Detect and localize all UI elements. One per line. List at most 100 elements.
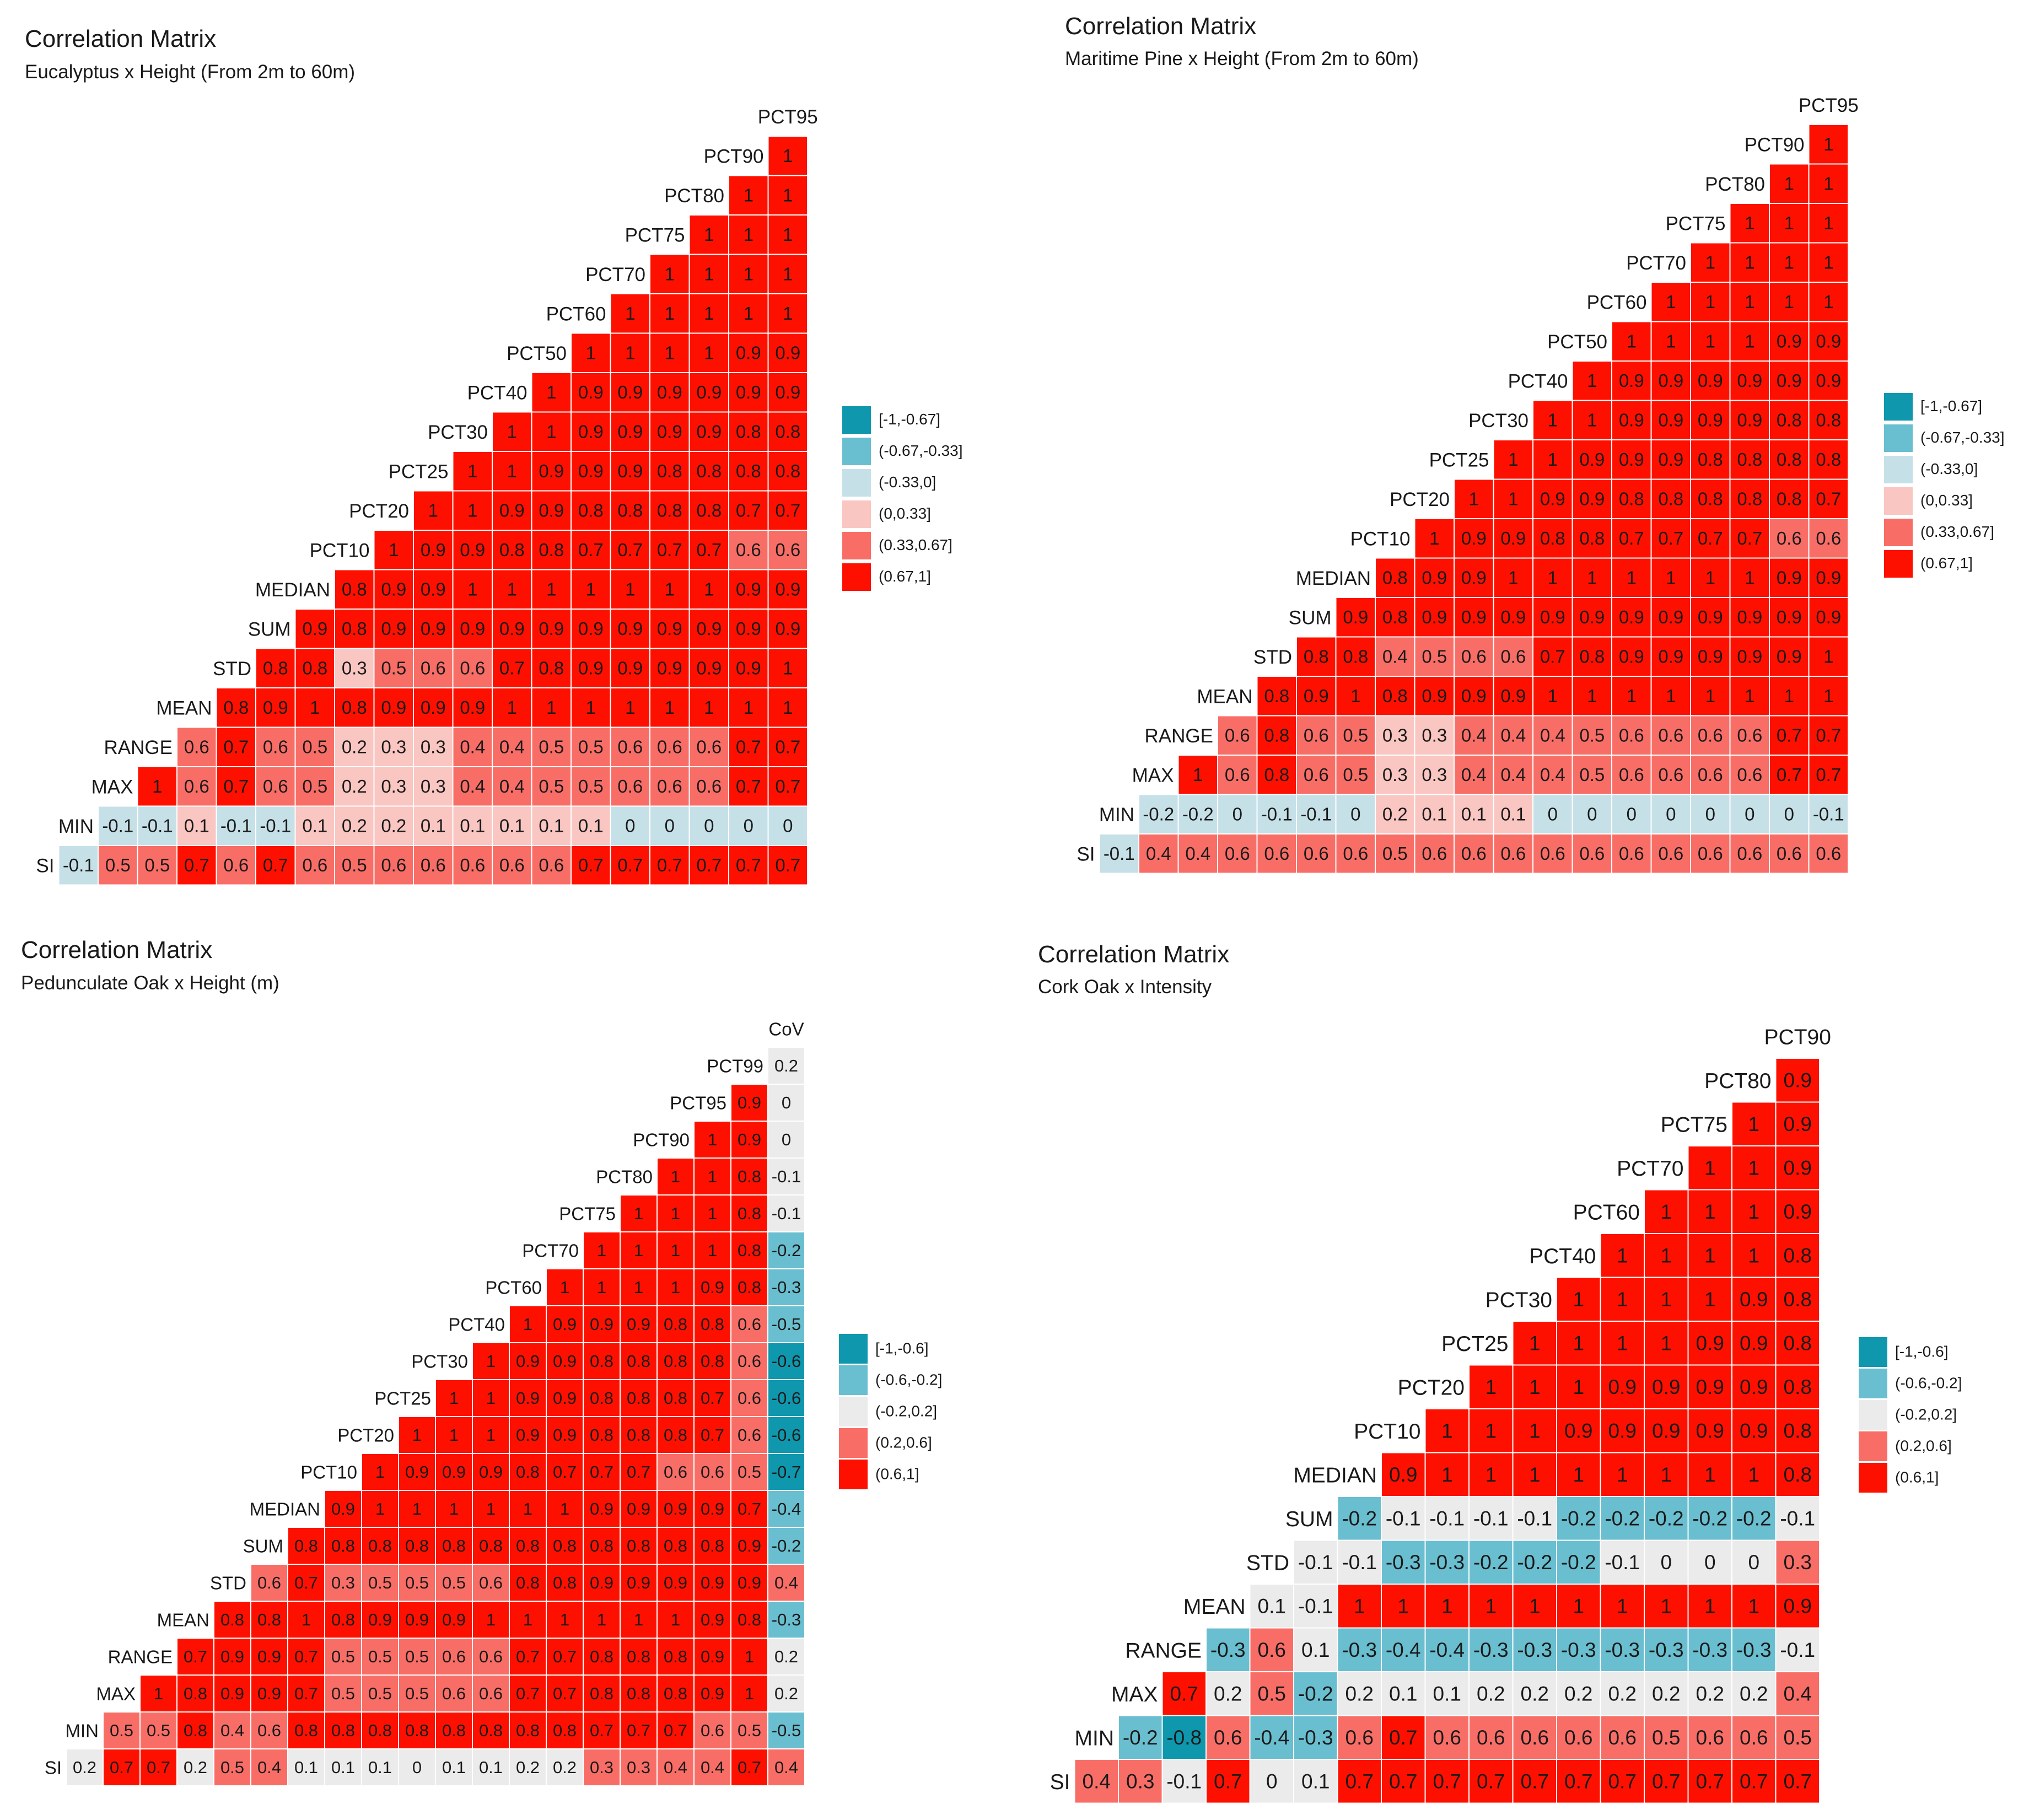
heatmap-cell xyxy=(1644,1759,1689,1804)
cell-value: 0.8 xyxy=(294,1721,318,1740)
cell-value: 0.8 xyxy=(1737,489,1762,509)
heatmap-cell xyxy=(294,687,335,728)
heatmap-cell xyxy=(137,805,177,846)
cell-value: 1 xyxy=(1748,1463,1759,1486)
heatmap-cell xyxy=(250,1711,288,1749)
cell-value: 0.9 xyxy=(664,1499,687,1519)
cell-value: 0.9 xyxy=(405,1610,429,1629)
heatmap-cell xyxy=(1296,676,1337,717)
cell-value: 0.8 xyxy=(664,1684,687,1703)
legend-label: [-1,-0.6] xyxy=(875,1340,928,1357)
heatmap-cell xyxy=(472,1638,510,1676)
heatmap-cell xyxy=(1468,1496,1514,1541)
heatmap-cell xyxy=(1611,833,1652,874)
axis-label: MEAN xyxy=(157,1610,209,1630)
cell-value: 0.9 xyxy=(701,1684,724,1703)
cell-value: 0.9 xyxy=(421,540,446,560)
cell-value: 0.6 xyxy=(223,855,249,875)
axis-label: MEAN xyxy=(156,698,212,719)
cell-value: 0.9 xyxy=(421,618,446,639)
cell-value: 0.2 xyxy=(342,776,367,796)
chart-title: Correlation Matrix xyxy=(21,936,212,963)
cell-value: 1 xyxy=(1823,252,1833,273)
heatmap-cell xyxy=(1690,439,1731,480)
cell-value: 0.6 xyxy=(263,776,288,796)
heatmap-cell xyxy=(361,1711,399,1749)
heatmap-cell xyxy=(1375,636,1416,677)
cell-value: 1 xyxy=(625,579,635,600)
axis-label: STD xyxy=(1246,1552,1289,1575)
heatmap-cell xyxy=(1611,676,1652,717)
cell-value: 0.9 xyxy=(701,1278,724,1297)
cell-value: 0.6 xyxy=(1579,843,1605,864)
heatmap-cell xyxy=(1731,1671,1777,1716)
heatmap-cell xyxy=(730,1748,768,1786)
heatmap-cell xyxy=(693,1194,731,1232)
cell-value: -0.2 xyxy=(1561,1507,1596,1530)
cell-value: 0.9 xyxy=(460,618,485,639)
cell-value: 0.6 xyxy=(1737,843,1762,864)
cell-value: 1 xyxy=(1704,1595,1716,1617)
heatmap-cell xyxy=(620,1601,658,1639)
cell-value: -0.2 xyxy=(1123,1726,1158,1749)
heatmap-cell xyxy=(373,766,414,807)
cell-value: 0.8 xyxy=(405,1721,429,1740)
cell-value: 0.6 xyxy=(617,776,643,796)
heatmap-cell xyxy=(176,726,217,767)
cell-value: -0.1 xyxy=(1300,804,1332,825)
axis-label: PCT90 xyxy=(1745,134,1805,156)
heatmap-cell xyxy=(1532,833,1573,874)
heatmap-cell xyxy=(767,490,808,531)
heatmap-cell xyxy=(1690,242,1731,283)
cell-value: 0.5 xyxy=(578,737,604,757)
heatmap-cell xyxy=(1296,833,1337,874)
heatmap-cell xyxy=(1468,1584,1514,1629)
heatmap-cell xyxy=(1731,1321,1777,1366)
heatmap-cell xyxy=(1729,360,1770,401)
heatmap-cell xyxy=(1424,1584,1470,1629)
cell-value: 0.6 xyxy=(421,855,446,875)
cell-value: 0.7 xyxy=(775,776,800,796)
heatmap-cell xyxy=(1729,755,1770,795)
cell-value: 0.5 xyxy=(302,776,327,796)
cell-value: -0.3 xyxy=(772,1278,801,1297)
heatmap-cell xyxy=(176,805,217,846)
cell-value: 1 xyxy=(783,658,793,679)
cell-value: 0.6 xyxy=(1225,843,1250,864)
heatmap-cell xyxy=(509,1342,547,1380)
cell-value: 0.2 xyxy=(774,1684,798,1703)
heatmap-cell xyxy=(1769,400,1810,440)
axis-label: PCT20 xyxy=(349,500,409,522)
cell-value: 1 xyxy=(1548,449,1558,470)
cell-value: -0.1 xyxy=(1813,804,1844,825)
cell-value: 1 xyxy=(744,303,754,324)
heatmap-cell xyxy=(767,845,808,886)
heatmap-cell xyxy=(294,845,335,886)
cell-value: 1 xyxy=(665,303,675,324)
cell-value: 1 xyxy=(486,1388,496,1408)
heatmap-cell xyxy=(1690,715,1731,756)
heatmap-cell xyxy=(1205,1759,1251,1804)
cell-value: 1 xyxy=(1573,1288,1584,1311)
cell-value: 1 xyxy=(1529,1595,1541,1617)
cell-value: 0.7 xyxy=(775,500,800,521)
cell-value: 1 xyxy=(1660,1332,1672,1354)
cell-value: 1 xyxy=(1485,1376,1497,1398)
cell-value: 0.6 xyxy=(1422,843,1447,864)
cell-value: 0.9 xyxy=(516,1425,540,1445)
cell-value: 1 xyxy=(1508,449,1518,470)
axis-label: PCT60 xyxy=(485,1278,542,1298)
cell-value: 0.4 xyxy=(1185,843,1210,864)
heatmap-cell xyxy=(1775,1189,1820,1234)
heatmap-cell xyxy=(1468,1408,1514,1453)
cell-value: 0.6 xyxy=(1304,725,1329,746)
axis-label: SI xyxy=(36,855,54,877)
cell-value: 1 xyxy=(1627,568,1637,588)
heatmap-cell xyxy=(730,1490,768,1528)
cell-value: -0.5 xyxy=(772,1315,801,1334)
axis-label: PCT99 xyxy=(707,1056,763,1076)
axis-label: PCT75 xyxy=(559,1204,616,1224)
cell-value: 1 xyxy=(783,303,793,324)
heatmap-cell xyxy=(1808,597,1849,638)
cell-value: 0.8 xyxy=(590,1684,613,1703)
